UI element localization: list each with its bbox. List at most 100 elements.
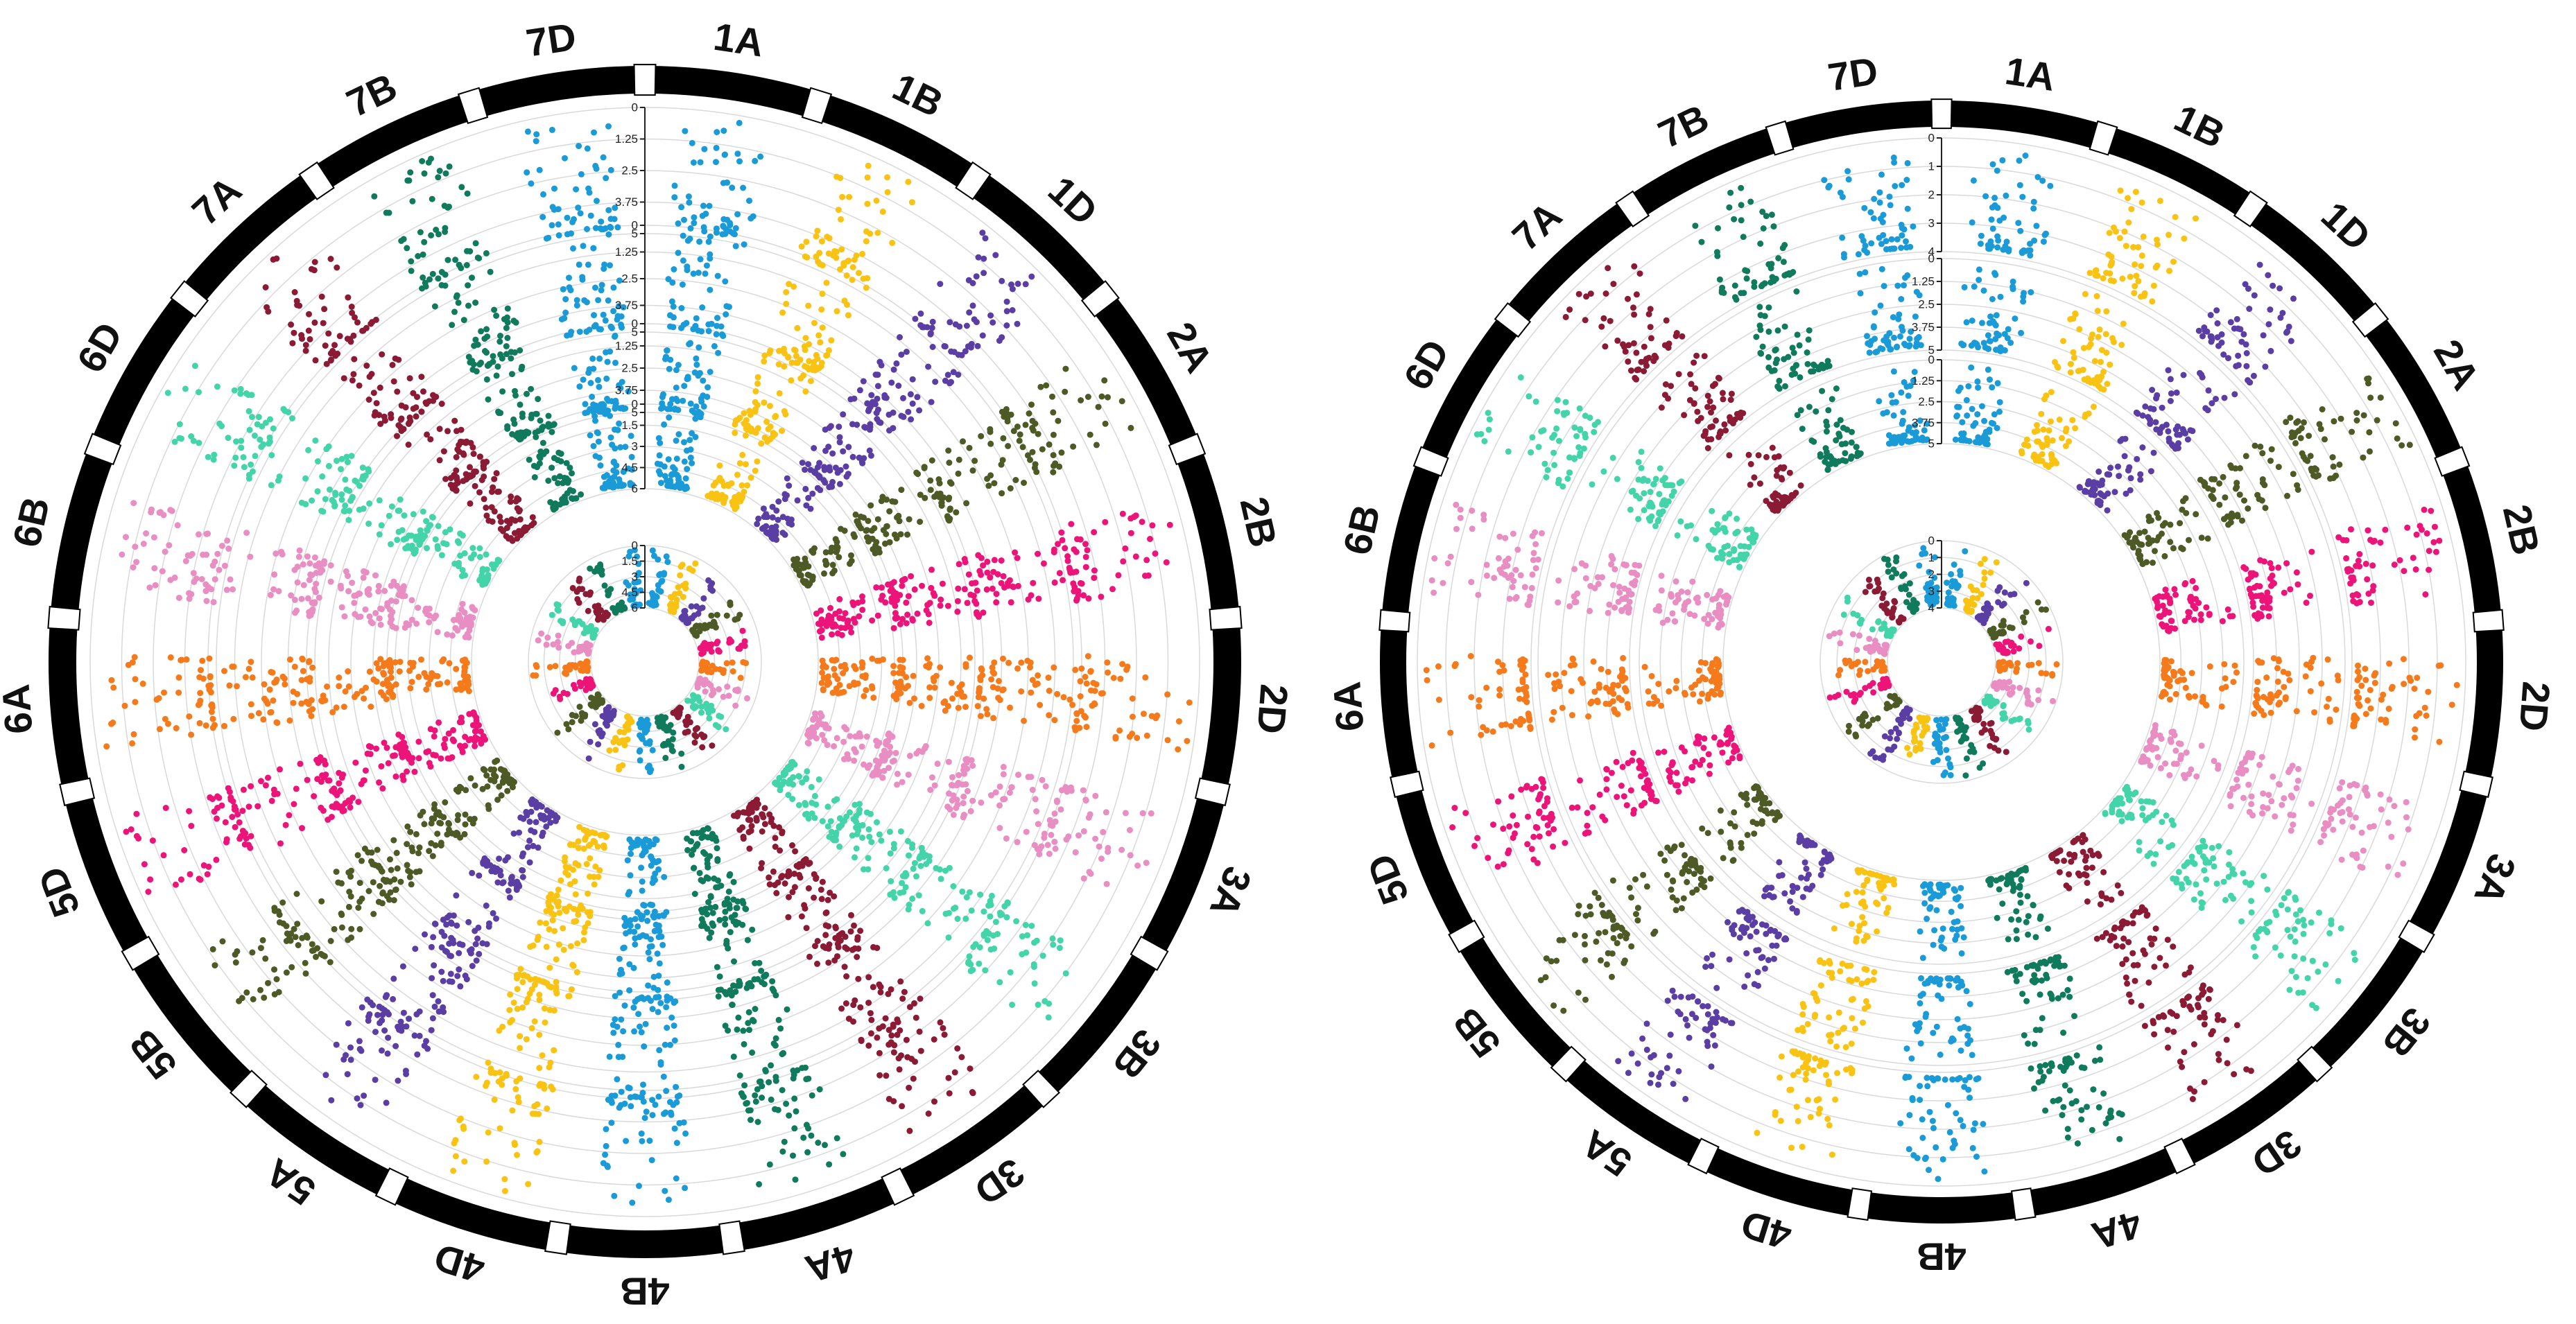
snp-point bbox=[348, 453, 355, 460]
snp-point bbox=[483, 903, 490, 909]
snp-point bbox=[491, 1096, 498, 1103]
snp-point bbox=[524, 128, 531, 135]
snp-point bbox=[639, 1090, 646, 1096]
snp-point bbox=[749, 926, 756, 933]
chromosome-label: 7A bbox=[184, 168, 250, 234]
snp-point bbox=[318, 507, 325, 514]
snp-point bbox=[685, 193, 692, 200]
snp-point bbox=[960, 812, 967, 818]
snp-point bbox=[442, 735, 449, 742]
snp-point bbox=[1078, 580, 1085, 587]
snp-point bbox=[472, 734, 479, 741]
snp-point bbox=[294, 921, 301, 927]
snp-point bbox=[627, 922, 634, 929]
snp-point bbox=[980, 609, 987, 616]
snp-point bbox=[567, 842, 573, 848]
snp-point bbox=[337, 787, 344, 794]
snp-point bbox=[311, 554, 318, 561]
snp-point bbox=[977, 891, 984, 898]
snp-point bbox=[834, 941, 841, 948]
snp-point bbox=[378, 522, 385, 529]
snp-point bbox=[679, 281, 686, 288]
snp-point bbox=[811, 545, 818, 552]
snp-point bbox=[712, 479, 719, 486]
snp-point bbox=[659, 577, 666, 584]
snp-point bbox=[161, 689, 167, 696]
snp-point bbox=[614, 313, 621, 320]
snp-point bbox=[1035, 1001, 1041, 1008]
snp-point bbox=[634, 909, 641, 916]
snp-point bbox=[419, 158, 426, 164]
snp-point bbox=[699, 744, 706, 751]
snp-point bbox=[698, 703, 705, 710]
snp-point bbox=[413, 404, 420, 411]
snp-point bbox=[735, 1014, 742, 1021]
snp-point bbox=[422, 532, 429, 539]
snp-point bbox=[871, 525, 878, 532]
snp-point bbox=[383, 992, 390, 999]
snp-point bbox=[1062, 545, 1069, 552]
snp-point bbox=[1051, 717, 1058, 724]
snp-point bbox=[383, 877, 390, 884]
snp-point bbox=[447, 970, 454, 977]
snp-point bbox=[649, 1097, 656, 1104]
snp-point bbox=[231, 387, 238, 394]
snp-point bbox=[131, 654, 138, 661]
snp-point bbox=[445, 730, 452, 737]
snp-point bbox=[748, 823, 755, 830]
snp-point bbox=[1080, 875, 1087, 882]
snp-point bbox=[300, 561, 306, 568]
snp-point bbox=[605, 397, 612, 404]
snp-point bbox=[645, 949, 652, 956]
snp-point bbox=[670, 303, 677, 310]
snp-point bbox=[980, 932, 987, 939]
snp-point bbox=[892, 615, 899, 622]
snp-point bbox=[987, 898, 994, 905]
snp-point bbox=[594, 404, 600, 410]
snp-point bbox=[779, 428, 785, 434]
snp-point bbox=[818, 679, 825, 686]
snp-point bbox=[536, 1082, 543, 1089]
snp-point bbox=[462, 634, 469, 641]
snp-point bbox=[605, 231, 612, 238]
snp-point bbox=[992, 252, 999, 259]
snp-point bbox=[664, 1025, 671, 1031]
snp-point bbox=[984, 569, 991, 576]
snp-point bbox=[811, 894, 818, 901]
snp-point bbox=[188, 433, 195, 439]
snp-point bbox=[635, 1011, 642, 1018]
snp-point bbox=[461, 668, 468, 674]
snp-point bbox=[829, 631, 836, 638]
snp-point bbox=[996, 678, 1002, 684]
snp-point bbox=[843, 272, 850, 279]
snp-point bbox=[931, 494, 938, 500]
snp-point bbox=[1012, 477, 1019, 483]
snp-point bbox=[411, 768, 418, 775]
snp-point bbox=[978, 433, 985, 439]
snp-point bbox=[476, 722, 482, 729]
snp-point bbox=[1010, 428, 1017, 435]
snp-point bbox=[772, 414, 779, 421]
snp-point bbox=[666, 1099, 673, 1106]
snp-point bbox=[453, 487, 460, 494]
snp-point bbox=[431, 727, 438, 734]
snp-point bbox=[197, 690, 204, 697]
snp-point bbox=[836, 480, 843, 487]
snp-point bbox=[358, 1004, 365, 1011]
snp-point bbox=[1050, 409, 1057, 416]
snp-point bbox=[1057, 937, 1064, 944]
snp-point bbox=[386, 896, 392, 903]
snp-point bbox=[428, 840, 435, 846]
snp-point bbox=[653, 837, 660, 844]
snp-point bbox=[1031, 980, 1038, 987]
snp-point bbox=[462, 572, 469, 579]
snp-point bbox=[590, 443, 597, 449]
snp-point bbox=[1164, 691, 1171, 698]
snp-point bbox=[826, 484, 833, 491]
snp-point bbox=[687, 454, 694, 461]
snp-point bbox=[766, 403, 773, 410]
snp-point bbox=[305, 446, 312, 453]
snp-point bbox=[983, 586, 990, 593]
snp-point bbox=[805, 1075, 812, 1082]
snp-point bbox=[647, 901, 654, 908]
